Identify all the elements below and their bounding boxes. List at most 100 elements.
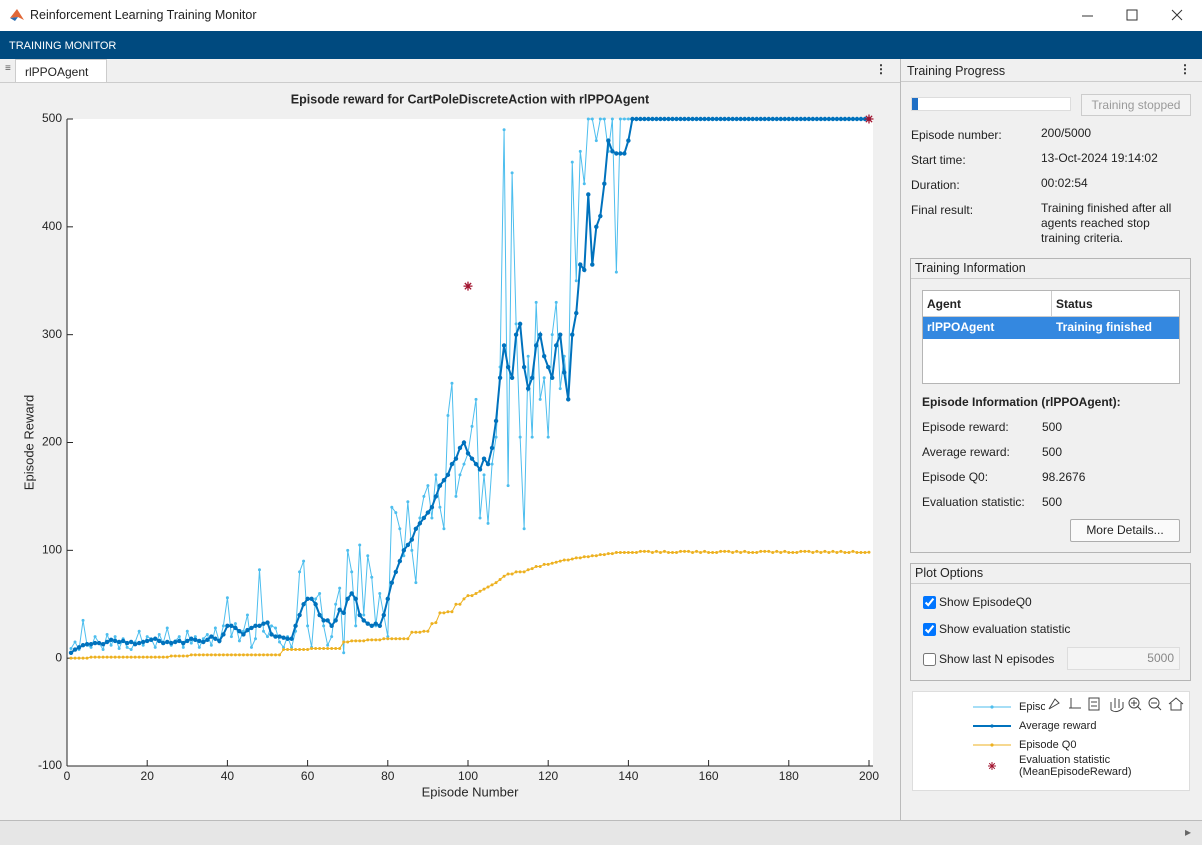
- y-tick-label: 100: [42, 543, 62, 557]
- axes-toolbar[interactable]: [1045, 694, 1189, 714]
- point: [675, 551, 678, 554]
- point: [831, 117, 835, 121]
- point: [206, 633, 209, 636]
- point: [527, 355, 530, 358]
- point: [578, 262, 582, 266]
- kebab[interactable]: ⋮: [1179, 62, 1191, 76]
- point: [362, 614, 365, 617]
- point: [763, 117, 767, 121]
- point: [354, 639, 357, 642]
- point: [726, 117, 730, 121]
- point: [438, 611, 441, 614]
- status-button[interactable]: Training stopped: [1081, 94, 1191, 116]
- point: [313, 602, 317, 606]
- point: [487, 522, 490, 525]
- point: [293, 624, 297, 628]
- point: [434, 473, 437, 476]
- point: [306, 648, 309, 651]
- legend-entry[interactable]: Evaluation statistic (MeanEpisodeReward): [969, 754, 1189, 778]
- legend-entry[interactable]: Average reward: [969, 716, 1189, 735]
- point: [258, 568, 261, 571]
- point: [322, 647, 325, 650]
- checkbox-label[interactable]: Show EpisodeQ0: [939, 595, 1032, 609]
- point: [475, 592, 478, 595]
- point: [663, 550, 666, 553]
- point: [779, 117, 783, 121]
- point: [583, 182, 586, 185]
- point: [819, 117, 823, 121]
- point: [110, 644, 113, 647]
- legend-entry[interactable]: Episode Q0: [969, 735, 1189, 754]
- table-cell[interactable]: Training finished: [1056, 320, 1152, 334]
- point: [370, 576, 373, 579]
- point: [366, 621, 370, 625]
- point: [130, 648, 133, 651]
- point: [855, 117, 859, 121]
- point: [690, 117, 694, 121]
- y-axis-label: Episode Reward: [21, 395, 36, 490]
- tab-menu[interactable]: ≡: [5, 63, 11, 74]
- collapse-icon[interactable]: ▸: [1185, 825, 1191, 839]
- point: [658, 117, 662, 121]
- point: [491, 463, 494, 466]
- window-controls[interactable]: [1070, 0, 1202, 31]
- point: [799, 550, 802, 553]
- point: [258, 653, 261, 656]
- point: [599, 118, 602, 121]
- point: [623, 551, 626, 554]
- point: [486, 462, 490, 466]
- point: [410, 631, 413, 634]
- point: [811, 551, 814, 554]
- point: [546, 365, 550, 369]
- table-cell[interactable]: rlPPOAgent: [927, 320, 994, 334]
- point: [494, 419, 498, 423]
- point: [366, 554, 369, 557]
- point: [329, 624, 333, 628]
- checkbox[interactable]: [923, 653, 936, 666]
- point: [398, 637, 401, 640]
- x-tick-label: 20: [141, 769, 155, 783]
- point: [783, 550, 786, 553]
- ribbon-label[interactable]: TRAINING MONITOR: [9, 40, 116, 52]
- swatch-marker: [990, 743, 993, 746]
- kebab[interactable]: ⋮: [875, 62, 887, 76]
- point: [422, 630, 425, 633]
- point: [442, 478, 446, 482]
- point: [82, 619, 85, 622]
- last-n-input[interactable]: 5000: [1067, 647, 1180, 670]
- point: [751, 551, 754, 554]
- point: [398, 559, 402, 563]
- point: [194, 653, 197, 656]
- point: [535, 565, 538, 568]
- point: [330, 647, 333, 650]
- tab-label[interactable]: rlPPOAgent: [25, 65, 88, 79]
- checkbox-label[interactable]: Show evaluation statistic: [939, 622, 1070, 636]
- point: [181, 641, 185, 645]
- point: [298, 648, 301, 651]
- point: [233, 626, 237, 630]
- checkbox-label[interactable]: Show last N episodes: [939, 652, 1054, 666]
- legend-swatch: [969, 760, 1017, 772]
- point: [554, 343, 558, 347]
- checkbox[interactable]: [923, 596, 936, 609]
- checkbox[interactable]: [923, 623, 936, 636]
- info-value: 500: [1042, 495, 1062, 509]
- eval-marker: [463, 282, 472, 291]
- point: [126, 656, 129, 659]
- point: [735, 550, 738, 553]
- point: [847, 551, 850, 554]
- more-details-button[interactable]: More Details...: [1070, 519, 1180, 542]
- point: [647, 550, 650, 553]
- point: [342, 651, 345, 654]
- point: [193, 638, 197, 642]
- point: [209, 634, 213, 638]
- point: [149, 638, 153, 642]
- point: [362, 639, 365, 642]
- point: [334, 603, 337, 606]
- point: [241, 632, 245, 636]
- point: [262, 653, 265, 656]
- point: [454, 456, 458, 460]
- point: [422, 495, 425, 498]
- point: [746, 117, 750, 121]
